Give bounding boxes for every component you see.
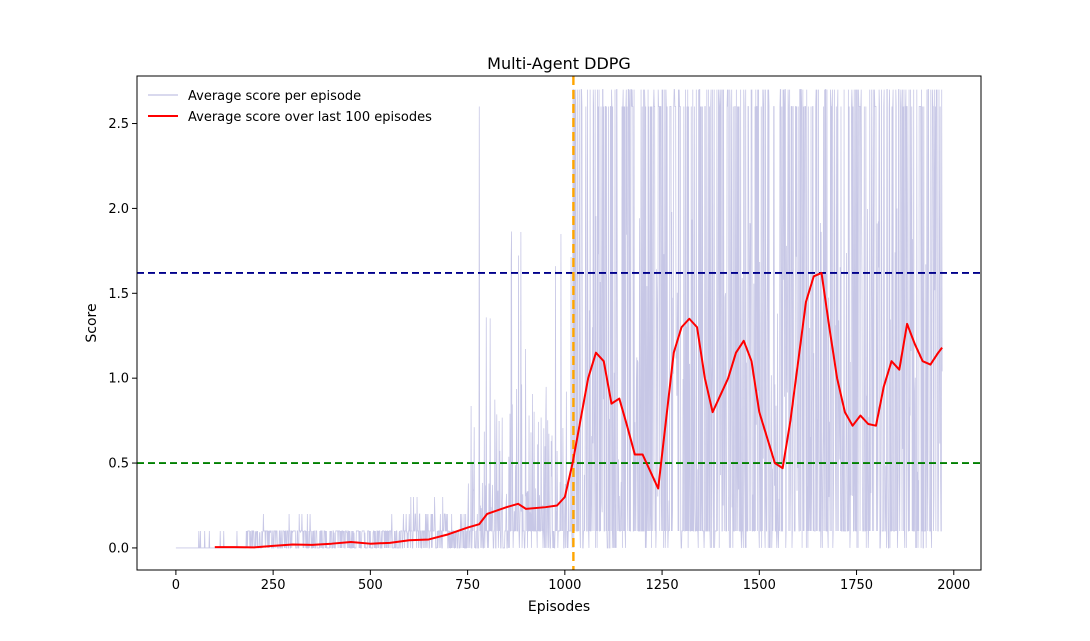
reference-lines-group bbox=[137, 76, 981, 570]
x-tick-label: 2000 bbox=[937, 578, 970, 593]
x-tick-label: 1250 bbox=[646, 578, 679, 593]
series-raw-line bbox=[175, 89, 943, 549]
series-average-line bbox=[214, 271, 943, 549]
y-tick-label: 2.5 bbox=[108, 117, 129, 132]
x-axis: 0 250 500 750 1000 1250 1500 1750 2000 bbox=[172, 570, 970, 593]
legend-label-average: Average score over last 100 episodes bbox=[188, 110, 432, 125]
x-tick-label: 0 bbox=[172, 578, 180, 593]
chart-title: Multi-Agent DDPG bbox=[487, 54, 631, 73]
y-tick-label: 0.0 bbox=[108, 541, 129, 556]
x-tick-label: 1000 bbox=[548, 578, 581, 593]
y-tick-label: 0.5 bbox=[108, 457, 129, 472]
x-tick-label: 750 bbox=[455, 578, 480, 593]
plot-frame bbox=[136, 75, 982, 571]
y-tick-label: 1.0 bbox=[108, 372, 129, 387]
y-tick-label: 2.0 bbox=[108, 202, 129, 217]
x-tick-label: 1750 bbox=[840, 578, 873, 593]
y-axis: 0.0 0.5 1.0 1.5 2.0 2.5 bbox=[108, 117, 137, 556]
x-axis-title: Episodes bbox=[528, 599, 590, 615]
legend: Average score per episode Average score … bbox=[148, 89, 432, 125]
x-tick-label: 1500 bbox=[743, 578, 776, 593]
x-tick-label: 500 bbox=[358, 578, 383, 593]
y-tick-label: 1.5 bbox=[108, 287, 129, 302]
y-axis-title: Score bbox=[84, 303, 100, 342]
x-tick-label: 250 bbox=[261, 578, 286, 593]
legend-label-raw: Average score per episode bbox=[188, 89, 361, 104]
plot-content bbox=[137, 76, 981, 570]
average-series-group bbox=[214, 271, 943, 549]
raw-series-group bbox=[175, 89, 943, 549]
